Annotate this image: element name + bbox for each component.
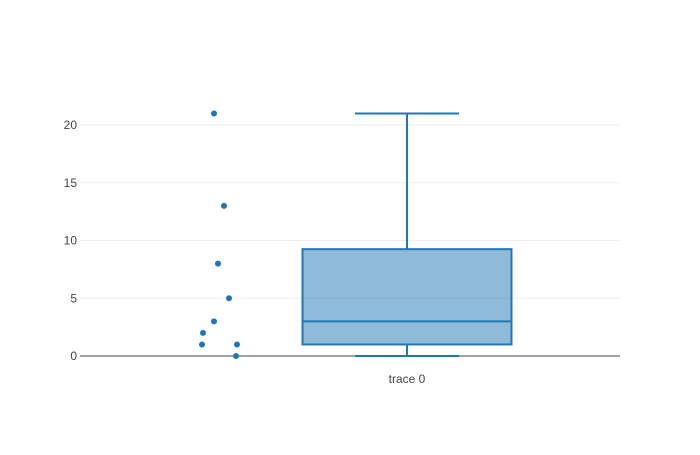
y-tick-label: 15 bbox=[64, 176, 78, 190]
data-point bbox=[226, 295, 232, 302]
y-tick-label: 20 bbox=[64, 118, 78, 132]
y-tick-label: 0 bbox=[70, 349, 77, 363]
box-trace bbox=[199, 110, 513, 359]
data-point bbox=[233, 353, 239, 359]
x-axis-ticks: trace 0 bbox=[389, 372, 426, 386]
y-tick-label: 10 bbox=[64, 234, 78, 248]
data-point bbox=[221, 202, 227, 209]
data-point bbox=[199, 341, 205, 348]
x-tick-label: trace 0 bbox=[389, 372, 426, 386]
y-tick-label: 5 bbox=[70, 291, 77, 305]
data-point bbox=[215, 260, 221, 267]
boxes bbox=[199, 110, 513, 359]
data-point bbox=[211, 318, 217, 325]
data-point bbox=[200, 329, 206, 336]
box-iqr bbox=[301, 248, 513, 346]
data-point bbox=[234, 341, 240, 348]
y-axis-ticks: 0 5 10 15 20 bbox=[64, 118, 78, 363]
data-point bbox=[211, 110, 217, 117]
